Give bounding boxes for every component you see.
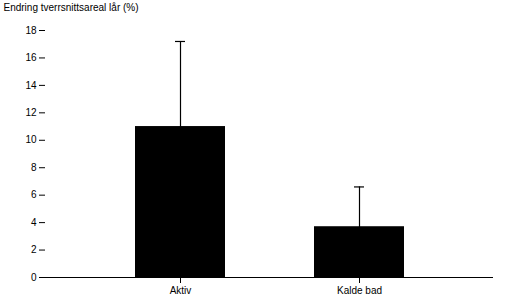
- svg-text:Kalde bad: Kalde bad: [337, 285, 382, 296]
- svg-text:12: 12: [25, 107, 37, 118]
- svg-text:Endring tverrsnittsareal lår (: Endring tverrsnittsareal lår (%): [4, 2, 139, 13]
- svg-text:18: 18: [25, 25, 37, 36]
- svg-text:10: 10: [25, 134, 37, 145]
- svg-text:2: 2: [31, 244, 37, 255]
- svg-text:8: 8: [31, 162, 37, 173]
- svg-text:Aktiv: Aktiv: [170, 285, 192, 296]
- svg-text:14: 14: [25, 80, 37, 91]
- svg-text:16: 16: [25, 52, 37, 63]
- svg-text:0: 0: [31, 272, 37, 283]
- svg-text:6: 6: [31, 189, 37, 200]
- svg-text:4: 4: [31, 217, 37, 228]
